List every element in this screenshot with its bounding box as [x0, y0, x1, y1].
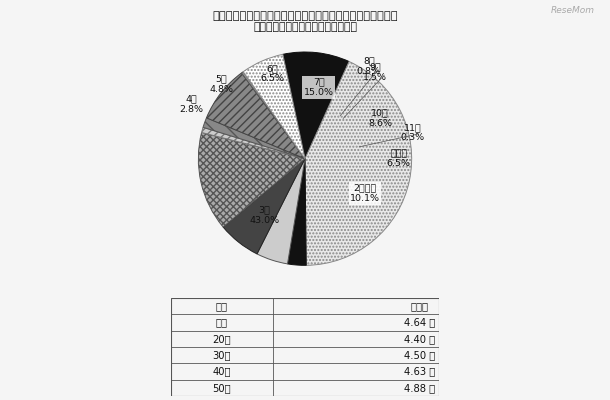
Wedge shape — [206, 73, 305, 159]
Wedge shape — [257, 159, 305, 264]
Text: 8日
0.8%: 8日 0.8% — [357, 56, 381, 76]
Text: 40代: 40代 — [212, 366, 231, 376]
Wedge shape — [198, 132, 305, 227]
Text: 無回答
6.5%: 無回答 6.5% — [387, 149, 411, 168]
Text: 平均値: 平均値 — [411, 301, 428, 311]
Text: 50代: 50代 — [212, 383, 231, 393]
Text: 4.50 日: 4.50 日 — [404, 350, 435, 360]
Wedge shape — [242, 72, 305, 159]
Wedge shape — [203, 118, 305, 159]
Text: 30代: 30代 — [212, 350, 231, 360]
Wedge shape — [223, 159, 305, 254]
Text: 2日以下
10.1%: 2日以下 10.1% — [350, 184, 380, 203]
Text: 6日
6.5%: 6日 6.5% — [260, 64, 284, 84]
Text: 5日
4.8%: 5日 4.8% — [210, 74, 234, 94]
Text: 4日
2.8%: 4日 2.8% — [179, 94, 204, 114]
Text: 9日
1.5%: 9日 1.5% — [363, 62, 387, 82]
Wedge shape — [305, 62, 412, 265]
Text: ReseМom: ReseМom — [551, 6, 595, 15]
Text: （全体分布、全体・年代別平均値）: （全体分布、全体・年代別平均値） — [253, 22, 357, 32]
Text: 11日
0.3%: 11日 0.3% — [401, 123, 425, 142]
Wedge shape — [243, 54, 305, 159]
Text: 全体: 全体 — [216, 318, 228, 328]
Wedge shape — [283, 52, 349, 159]
Text: 4.63 日: 4.63 日 — [404, 366, 435, 376]
Text: 4.88 日: 4.88 日 — [404, 383, 435, 393]
Text: 20代: 20代 — [212, 334, 231, 344]
Text: 4.40 日: 4.40 日 — [404, 334, 435, 344]
Text: 今年のゴールデンウィークで最長何連休とれそうかの見込み: 今年のゴールデンウィークで最長何連休とれそうかの見込み — [212, 11, 398, 21]
Text: 7日
15.0%: 7日 15.0% — [304, 78, 334, 97]
Text: 年齢: 年齢 — [216, 301, 228, 311]
Wedge shape — [201, 127, 305, 159]
Text: 10日
8.6%: 10日 8.6% — [368, 108, 392, 128]
Text: 3日
43.0%: 3日 43.0% — [249, 205, 279, 225]
Wedge shape — [287, 159, 306, 265]
Text: 4.64 日: 4.64 日 — [404, 318, 435, 328]
